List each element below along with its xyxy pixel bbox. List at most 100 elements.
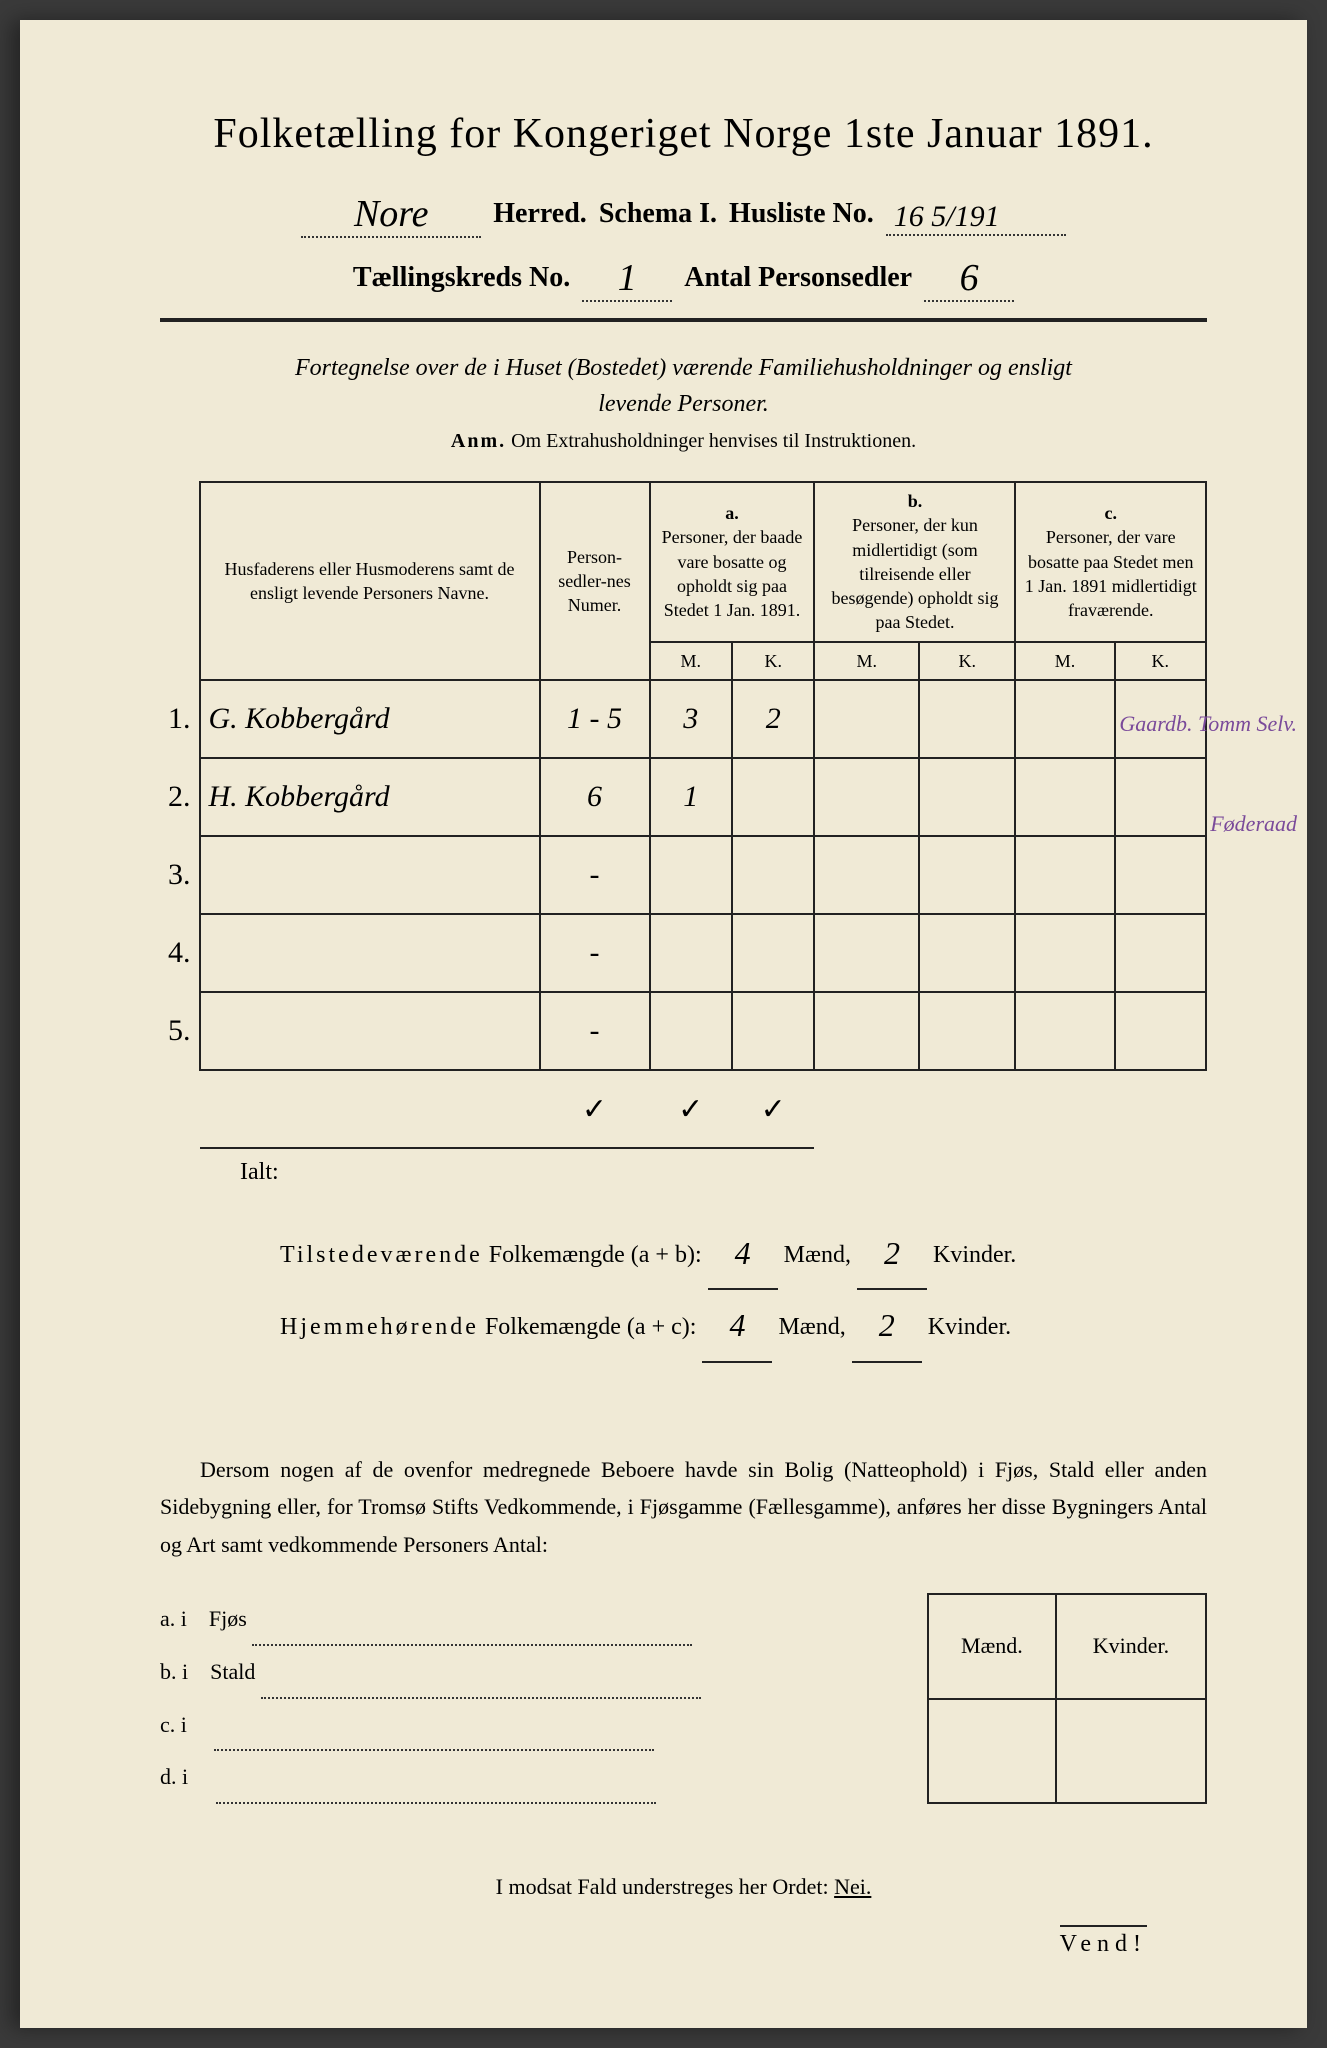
b-m-cell [814,758,919,836]
side-kvinder-header: Kvinder. [1056,1594,1206,1699]
b-k-cell [919,914,1015,992]
ac-kvinder: 2 [852,1290,922,1362]
row-number: 3. [160,836,200,914]
a-k-cell [732,992,814,1070]
kreds-label: Tællingskreds No. [353,262,570,294]
tick-num: ✓ [540,1070,650,1148]
side-list-item: d. i [160,1751,907,1804]
side-building-list: a. i Fjøs b. i Stald c. i d. i [160,1593,907,1804]
margin-note-1: Gaardb. Tomm Selv. [1119,711,1297,737]
name-cell: G. Kobbergård [200,680,540,758]
table-wrapper: Husfaderens eller Husmoderens samt de en… [160,481,1207,1149]
anm-note: Anm. Om Extrahusholdninger henvises til … [160,430,1207,453]
c-k-cell [1115,836,1206,914]
row-number: 5. [160,992,200,1070]
maend-label-2: Mænd, [778,1314,845,1340]
a-m-cell [650,992,732,1070]
a-k-cell [732,836,814,914]
num-cell: - [540,914,650,992]
header-line-2: Tællingskreds No. 1 Antal Personsedler 6 [160,252,1207,298]
husliste-value: 16 5/191 [886,200,1066,236]
table-row: 3. - [160,836,1206,914]
num-cell: - [540,836,650,914]
anm-text: Om Extrahusholdninger henvises til Instr… [511,430,916,452]
col-a-k: K. [732,642,814,680]
subtitle-line1: Fortegnelse over de i Huset (Bostedet) v… [295,355,1072,381]
col-b-header: b. Personer, der kun midlertidigt (som t… [814,482,1015,642]
name-cell [200,914,540,992]
header-line-1: Nore Herred. Schema I. Husliste No. 16 5… [160,188,1207,234]
table-row: 1. G. Kobbergård 1 - 5 3 2 [160,680,1206,758]
dotted-fill [216,1802,656,1804]
col-c-m: M. [1015,642,1114,680]
page-title: Folketælling for Kongeriget Norge 1ste J… [160,110,1207,158]
ialt-line-2: Hjemmehørende Folkemængde (a + c): 4 Mæn… [280,1288,1207,1360]
col-name-header: Husfaderens eller Husmoderens samt de en… [200,482,540,680]
side-list-item: c. i [160,1699,907,1752]
name-cell: H. Kobbergård [200,758,540,836]
num-cell: 1 - 5 [540,680,650,758]
maend-label-1: Mænd, [784,1242,851,1268]
ialt-label: Ialt: [240,1159,1207,1186]
c-m-cell [1015,836,1114,914]
schema-label: Schema I. [599,198,717,230]
side-row-type: Fjøs [209,1606,247,1631]
ab-maend: 4 [708,1218,778,1290]
side-row-label: c. i [160,1712,187,1737]
num-cell: - [540,992,650,1070]
a-m-cell: 1 [650,758,732,836]
name-cell [200,836,540,914]
side-building-table: Mænd. Kvinder. [927,1593,1207,1804]
c-k-cell [1115,758,1206,836]
side-row-label: d. i [160,1764,188,1789]
b-m-cell [814,914,919,992]
side-row-label: a. i [160,1606,187,1631]
col-c-header: c. Personer, der vare bosatte paa Stedet… [1015,482,1206,642]
c-k-cell [1115,992,1206,1070]
a-m-cell [650,914,732,992]
anm-label: Anm. [451,430,506,452]
a-m-cell [650,836,732,914]
b-m-cell [814,680,919,758]
subtitle: Fortegnelse over de i Huset (Bostedet) v… [160,350,1207,422]
c-m-cell [1015,680,1114,758]
divider [160,318,1207,322]
nei-line: I modsat Fald understreges her Ordet: Ne… [160,1874,1207,1900]
table-row: 4. - [160,914,1206,992]
col-num-header: Person-sedler-nes Numer. [540,482,650,680]
tick-ak: ✓ [732,1070,814,1148]
row-number: 4. [160,914,200,992]
col-a-header: a. Personer, der baade vare bosatte og o… [650,482,815,642]
b-k-cell [919,680,1015,758]
a-k-cell: 2 [732,680,814,758]
a-k-cell [732,914,814,992]
ialt-line-1: Tilstedeværende Folkemængde (a + b): 4 M… [280,1216,1207,1288]
col-b-k: K. [919,642,1015,680]
side-list-item: a. i Fjøs [160,1593,907,1646]
c-m-cell [1015,914,1114,992]
side-kvinder-cell [1056,1699,1206,1804]
row-number: 2. [160,758,200,836]
b-k-cell [919,836,1015,914]
a-k-cell [732,758,814,836]
b-k-cell [919,992,1015,1070]
margin-note-2: Føderaad [1210,811,1297,837]
nei-text: I modsat Fald understreges her Ordet: [496,1874,834,1899]
table-row: 2. H. Kobbergård 6 1 [160,758,1206,836]
census-form-page: Folketælling for Kongeriget Norge 1ste J… [20,20,1307,2028]
tilstede-word: Tilstedeværende [280,1242,483,1268]
table-row: 5. - [160,992,1206,1070]
kreds-value: 1 [582,256,672,302]
b-k-cell [919,758,1015,836]
side-building-paragraph: Dersom nogen af de ovenfor medregnede Be… [160,1451,1207,1563]
side-maend-cell [928,1699,1056,1804]
side-row-type: Stald [210,1659,255,1684]
tick-am: ✓ [650,1070,732,1148]
col-a-m: M. [650,642,732,680]
ialt-block: Tilstedeværende Folkemængde (a + b): 4 M… [280,1216,1207,1361]
side-row-label: b. i [160,1659,188,1684]
name-cell [200,992,540,1070]
col-b-m: M. [814,642,919,680]
nei-word: Nei. [834,1874,871,1899]
c-m-cell [1015,992,1114,1070]
